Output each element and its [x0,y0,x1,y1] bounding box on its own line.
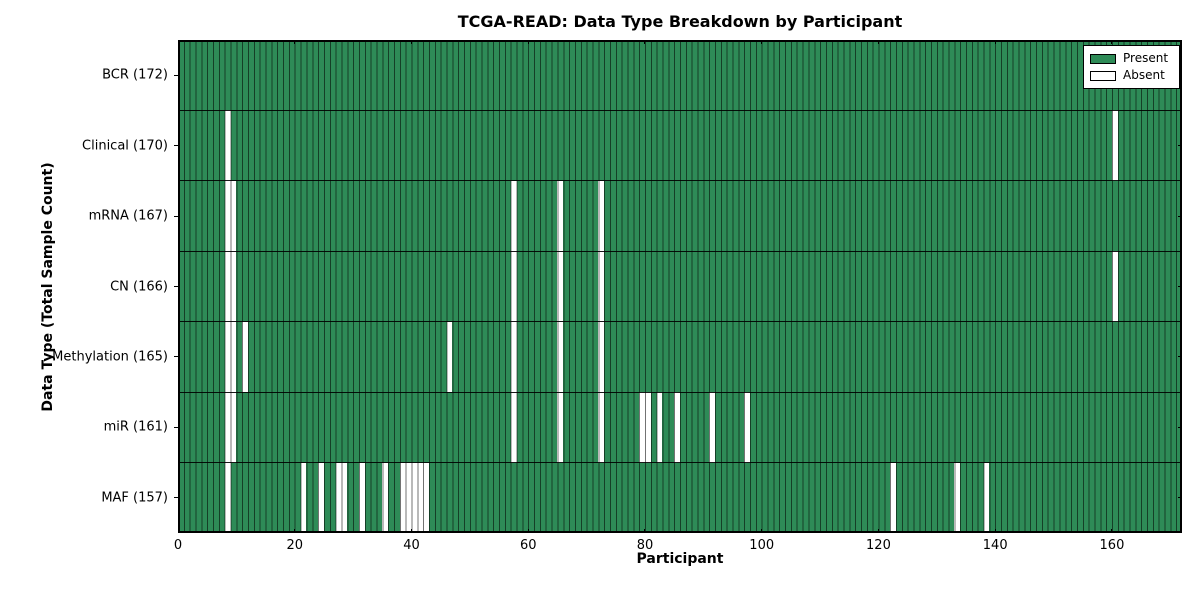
absent-swatch [1090,70,1116,81]
absent-bar [230,180,237,252]
legend-entry-present: Present [1090,50,1173,67]
absent-bar [557,251,564,322]
absent-bar [709,392,715,463]
x-tick-label: 140 [982,538,1008,553]
x-tick-label: 160 [1099,538,1125,553]
chart-title: TCGA-READ: Data Type Breakdown by Partic… [457,12,903,31]
y-tick-label: BCR (172) [102,67,168,83]
tick-mark [174,356,178,358]
tick-mark [174,286,178,287]
absent-bar [983,462,990,533]
absent-bar [423,462,429,533]
absent-bar [230,251,237,322]
absent-bar [598,321,605,393]
absent-bar [358,462,365,533]
x-tick-label: 0 [173,538,183,553]
absent-bar [341,462,348,533]
absent-bar [242,321,249,393]
tick-mark [174,497,178,499]
absent-bar [557,180,564,252]
y-tick-label: CN (166) [110,279,168,294]
tick-mark [174,145,178,147]
absent-bar [890,462,896,533]
x-axis-title: Participant [636,551,724,567]
x-tick-label: 40 [403,538,420,553]
plot-area [178,40,1182,533]
absent-bar [557,392,564,463]
x-tick-label: 120 [866,538,891,553]
absent-bar [656,392,663,463]
absent-bar [230,321,237,393]
legend-label-present: Present [1123,51,1169,65]
absent-bar [598,392,605,463]
absent-bar [954,462,961,533]
absent-bar [510,392,517,463]
x-tick-label: 100 [749,538,775,553]
legend-entry-absent: Absent [1090,67,1173,84]
legend: Present Absent [1083,45,1180,89]
x-tick-label: 20 [286,538,304,553]
tick-mark [174,426,178,428]
absent-bar [557,321,564,393]
absent-bar [446,321,453,393]
x-tick-label: 60 [519,538,537,553]
absent-bar [510,321,517,393]
y-tick-label: mRNA (167) [88,208,168,224]
absent-bar [644,392,651,463]
absent-bar [382,462,389,533]
absent-bar [224,110,231,181]
tick-mark [174,215,178,217]
x-tick-label: 80 [636,538,654,553]
absent-bar [1111,110,1118,181]
absent-bar [510,180,517,252]
absent-bar [744,392,751,463]
y-tick-label: Methylation (165) [52,349,168,365]
absent-bar [598,180,605,252]
absent-bar [300,462,307,533]
tick-mark [174,74,178,76]
absent-bar [318,462,324,533]
absent-bar [510,251,517,322]
y-tick-label: miR (161) [103,419,168,435]
absent-bar [224,462,231,533]
y-tick-label: Clinical (170) [82,138,168,154]
present-swatch [1090,53,1116,64]
absent-bar [1111,251,1118,322]
y-tick-label: MAF (157) [101,490,168,506]
absent-bar [598,251,605,322]
absent-bar [230,392,237,463]
legend-label-absent: Absent [1123,68,1165,82]
absent-bar [674,392,680,463]
absent-bars-layer [178,40,1182,533]
